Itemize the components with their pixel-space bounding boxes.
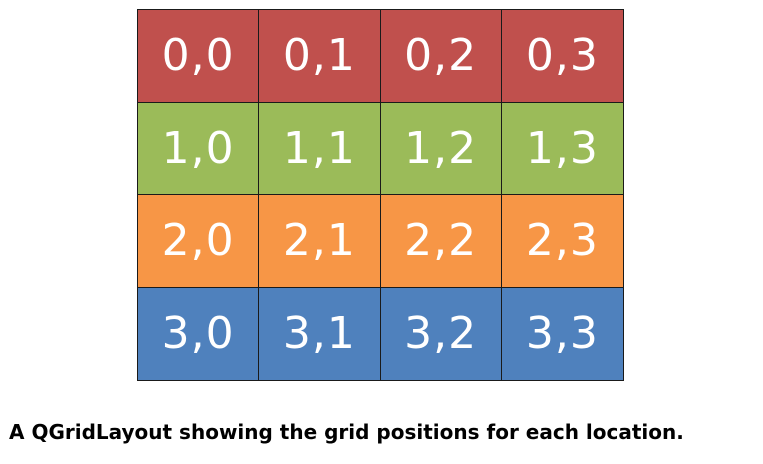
grid-cell-3-3: 3,3 <box>501 287 623 380</box>
grid-cell-1-3: 1,3 <box>501 102 623 195</box>
grid-cell-1-1: 1,1 <box>259 102 381 195</box>
grid-cell-3-2: 3,2 <box>380 287 502 380</box>
grid-cell-0-2: 0,2 <box>380 10 502 103</box>
figure-caption: A QGridLayout showing the grid positions… <box>9 420 684 444</box>
grid-layout-diagram: 0,0 0,1 0,2 0,3 1,0 1,1 1,2 1,3 2,0 2,1 … <box>137 9 624 381</box>
grid-cell-0-0: 0,0 <box>138 10 260 103</box>
grid-cell-3-0: 3,0 <box>138 287 260 380</box>
grid-cell-3-1: 3,1 <box>259 287 381 380</box>
grid-cell-0-3: 0,3 <box>501 10 623 103</box>
grid-cell-2-0: 2,0 <box>138 195 260 288</box>
grid-cell-1-0: 1,0 <box>138 102 260 195</box>
grid-cell-0-1: 0,1 <box>259 10 381 103</box>
grid-cell-1-2: 1,2 <box>380 102 502 195</box>
grid-cell-2-1: 2,1 <box>259 195 381 288</box>
grid-cell-2-2: 2,2 <box>380 195 502 288</box>
grid-cell-2-3: 2,3 <box>501 195 623 288</box>
